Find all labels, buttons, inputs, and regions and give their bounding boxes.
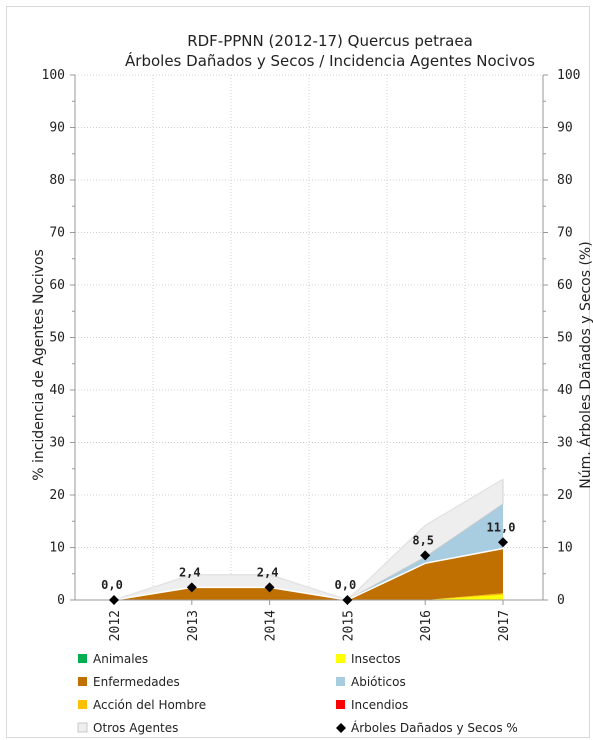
x-tick-label: 2015 [341,610,356,641]
y2-tick-label: 10 [557,541,573,556]
data-label: 8,5 [412,533,434,547]
y2-tick-label: 60 [557,278,573,293]
stack-outline [113,478,504,601]
y2-tick-label: 20 [557,488,573,503]
line-marker [342,595,353,605]
legend: Animales Insectos Enfermedades Abióticos Acc… [77,652,518,735]
area-insectos [114,594,503,600]
legend-label: Animales [93,652,148,666]
x-tick-label: 2014 [264,610,279,641]
label-layer: 0,0 2,4 2,4 0,0 8,5 11,0 [101,520,515,592]
axis-layer: 0 0 10 10 20 20 30 30 40 40 50 50 60 60 70 70 80 80 90 90 10… [42,68,581,641]
y2-tick-label: 50 [557,331,573,346]
legend-swatch [78,700,87,709]
line-marker [264,582,275,593]
legend-label: Otros Agentes [93,721,178,735]
area-enfermedades [114,548,503,600]
line-marker [109,595,119,605]
chart-title: RDF-PPNN (2012-17) Quercus petraea [187,32,473,50]
legend-label: Acción del Hombre [93,698,206,712]
y2-tick-label: 40 [557,383,573,398]
y-axis-label: % incidencia de Agentes Nocivos [31,249,47,481]
line-layer [109,537,508,605]
legend-swatch [77,722,88,733]
data-label: 2,4 [179,565,201,579]
area-layer [113,478,504,601]
y2-tick-label: 30 [557,436,573,451]
y-tick-label: 60 [49,278,65,293]
legend-label: Árboles Dañados y Secos % [351,720,518,735]
legend-swatch [78,654,87,663]
y2-tick-label: 100 [557,68,580,83]
y-tick-label: 70 [49,226,65,241]
legend-label: Incendios [351,698,408,712]
legend-swatch [336,700,345,709]
y-tick-label: 20 [49,488,65,503]
legend-swatch [78,677,87,686]
legend-swatch [336,654,345,663]
x-tick-label: 2013 [186,610,201,641]
y2-tick-label: 0 [557,593,565,608]
legend-swatch [336,723,346,733]
y2-tick-label: 70 [557,226,573,241]
y-tick-label: 90 [49,121,65,136]
y-tick-label: 0 [57,593,65,608]
enfermedades-outline [113,547,504,601]
y-tick-label: 100 [42,68,65,83]
line-marker [420,550,431,561]
data-label: 2,4 [257,565,279,579]
y2-tick-label: 80 [557,173,573,188]
y-tick-label: 10 [49,541,65,556]
x-tick-label: 2016 [419,610,434,641]
data-label: 0,0 [335,578,357,592]
y-tick-label: 40 [49,383,65,398]
x-tick-label: 2017 [497,610,512,641]
data-label: 0,0 [101,578,123,592]
y2-tick-label: 90 [557,121,573,136]
legend-label: Enfermedades [93,675,180,689]
y2-axis-label: Núm. Árboles Dañados y Secos (%) [577,241,593,488]
legend-label: Insectos [351,652,401,666]
y-tick-label: 30 [49,436,65,451]
chart-subtitle: Árboles Dañados y Secos / Incidencia Age… [125,51,535,70]
y-tick-label: 80 [49,173,65,188]
x-tick-label: 2012 [108,610,123,641]
legend-label: Abióticos [351,675,406,689]
line-marker [186,582,197,593]
line-marker [498,537,508,548]
legend-swatch [336,677,345,686]
y-tick-label: 50 [49,331,65,346]
data-label: 11,0 [487,520,516,534]
